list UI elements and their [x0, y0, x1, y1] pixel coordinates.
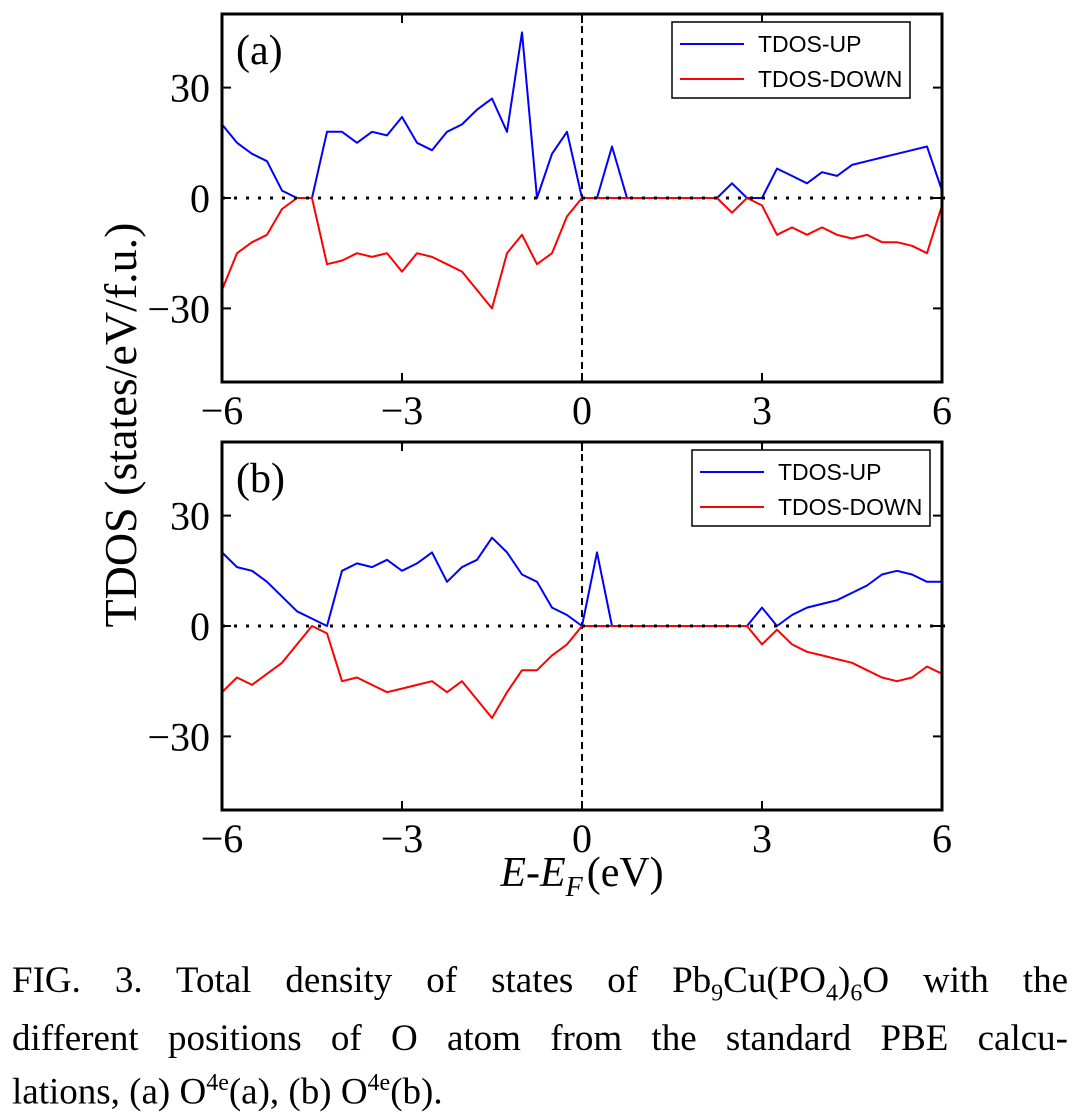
- caption-text: lations, (a) O: [12, 1071, 207, 1113]
- x-tick-label: 3: [752, 388, 772, 433]
- caption-text: 4: [825, 980, 838, 1007]
- legend-box: [671, 21, 911, 99]
- x-tick-label: −6: [201, 816, 244, 861]
- caption-text: FIG. 3. Total density of states of Pb: [12, 960, 712, 1001]
- x-label-unit: (eV): [587, 850, 664, 896]
- y-tick-label: 30: [170, 494, 210, 539]
- x-tick-label: 0: [572, 816, 592, 861]
- x-label-sub: F: [565, 872, 584, 903]
- caption-line: FIG. 3. Total density of states of Pb9Cu…: [12, 958, 1068, 1016]
- caption-text: (b).: [390, 1071, 443, 1113]
- caption-text: Cu(PO: [723, 960, 826, 1001]
- caption-text: (a), (b) O: [228, 1071, 368, 1113]
- caption-text: 4e: [367, 1070, 391, 1097]
- caption-line: different positions of O atom from the s…: [12, 1016, 1068, 1061]
- caption-text: ): [837, 960, 851, 1001]
- caption-text: 4e: [206, 1070, 229, 1097]
- x-tick-label: 6: [932, 816, 952, 861]
- caption: FIG. 3. Total density of states of Pb9Cu…: [12, 958, 1068, 1115]
- caption-text: 9: [711, 980, 724, 1007]
- y-tick-label: −30: [147, 714, 210, 759]
- x-tick-label: 3: [752, 816, 772, 861]
- caption-text: different positions of O atom from the s…: [12, 1018, 1068, 1060]
- x-label-main: E-E: [499, 850, 565, 896]
- legend-box: [691, 449, 931, 527]
- y-axis-label: TDOS (states/eV/f.u.): [95, 223, 146, 628]
- x-tick-label: 0: [572, 388, 592, 433]
- y-tick-label: 0: [190, 604, 210, 649]
- y-tick-label: −30: [147, 286, 210, 331]
- x-axis-label: E-EF(eV): [499, 850, 663, 903]
- legend-label: TDOS-DOWN: [778, 494, 922, 520]
- panel-label: (b): [236, 456, 285, 502]
- legend-label: TDOS-DOWN: [758, 66, 902, 92]
- panel-label: (a): [236, 28, 283, 74]
- legend-label: TDOS-UP: [778, 459, 882, 485]
- legend-label: TDOS-UP: [758, 31, 862, 57]
- x-tick-label: −3: [381, 816, 424, 861]
- x-tick-label: −3: [381, 388, 424, 433]
- x-tick-label: −6: [201, 388, 244, 433]
- caption-line: lations, (a) O4e(a), (b) O4e(b).: [12, 1061, 1068, 1114]
- y-tick-label: 0: [190, 176, 210, 221]
- caption-text: O with the: [862, 960, 1068, 1001]
- x-tick-label: 6: [932, 388, 952, 433]
- caption-text: 6: [850, 980, 863, 1007]
- y-tick-label: 30: [170, 66, 210, 111]
